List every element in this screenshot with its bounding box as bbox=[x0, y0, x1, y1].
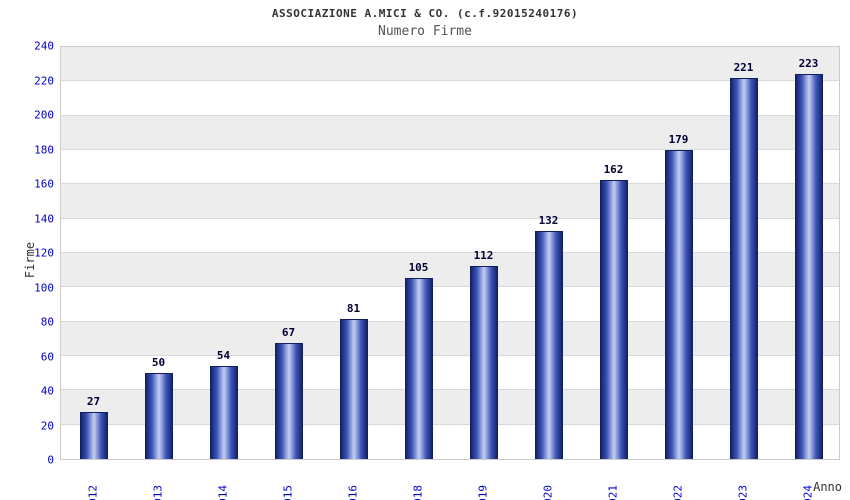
x-tick-label: 2012 bbox=[86, 485, 99, 500]
gridline bbox=[61, 80, 839, 82]
y-tick-label: 40 bbox=[40, 384, 54, 398]
x-tick-label: 2022 bbox=[671, 485, 684, 500]
x-tick-label: 2020 bbox=[541, 485, 554, 500]
y-tick-label: 200 bbox=[34, 108, 54, 122]
bar-value-label: 179 bbox=[668, 133, 689, 147]
x-tick-label: 2023 bbox=[736, 485, 749, 500]
bar-value-label: 162 bbox=[603, 162, 624, 176]
bar bbox=[469, 265, 498, 459]
plot-band bbox=[61, 218, 839, 253]
x-tick-label: 2016 bbox=[346, 485, 359, 500]
bar-value-label: 105 bbox=[408, 260, 429, 274]
y-tick-label: 80 bbox=[40, 315, 54, 329]
gridline bbox=[61, 286, 839, 288]
y-tick-label: 20 bbox=[40, 419, 54, 432]
y-tick-label: 140 bbox=[34, 212, 54, 225]
x-tick-label: 2024 bbox=[801, 485, 814, 500]
bar bbox=[534, 231, 563, 459]
chart-title: ASSOCIAZIONE A.MICI & CO. (c.f.920152401… bbox=[271, 7, 579, 20]
plot-band bbox=[61, 390, 839, 425]
bar-value-label: 132 bbox=[538, 214, 559, 228]
gridline bbox=[61, 252, 839, 253]
x-tick-label: 2019 bbox=[476, 485, 489, 500]
x-tick-label: 2014 bbox=[216, 485, 229, 500]
bar bbox=[404, 277, 433, 459]
bar-value-label: 221 bbox=[733, 60, 754, 74]
x-tick-label: 2015 bbox=[281, 485, 294, 500]
bar bbox=[664, 150, 693, 459]
gridline bbox=[61, 149, 839, 150]
x-axis-ticks: 2012 2013 2014 2015 2016 2018 2019 2020 2021 2022… bbox=[60, 462, 840, 500]
gridline bbox=[61, 423, 839, 425]
y-tick-label: 240 bbox=[34, 39, 54, 53]
plot-band bbox=[61, 81, 839, 116]
y-tick-label: 0 bbox=[47, 453, 54, 467]
plot-band bbox=[61, 253, 839, 288]
x-axis-label: Anno bbox=[813, 480, 842, 494]
bar-value-label: 67 bbox=[281, 326, 296, 340]
bar bbox=[339, 319, 368, 459]
y-tick-label: 220 bbox=[34, 74, 54, 87]
plot-band bbox=[61, 356, 839, 391]
bar bbox=[794, 74, 823, 459]
y-axis-ticks: 0 20 40 60 80 100 120 140 160 180 200 220 240 bbox=[0, 40, 54, 467]
bar bbox=[209, 365, 238, 459]
plot-band bbox=[61, 321, 839, 356]
gridline bbox=[61, 183, 839, 185]
gridline bbox=[61, 114, 839, 116]
y-tick-label: 100 bbox=[34, 281, 54, 294]
plot-band bbox=[61, 115, 839, 150]
gridline bbox=[61, 320, 839, 322]
y-tick-label: 160 bbox=[34, 177, 54, 191]
bar bbox=[274, 343, 303, 459]
plot-band bbox=[61, 424, 839, 459]
y-tick-label: 180 bbox=[34, 143, 54, 156]
chart-subtitle: Numero Firme bbox=[378, 24, 472, 39]
y-tick-label: 60 bbox=[40, 350, 54, 363]
bar-value-label: 54 bbox=[216, 348, 231, 362]
bar-value-label: 112 bbox=[473, 248, 494, 262]
x-tick-label: 2021 bbox=[606, 485, 619, 500]
gridline bbox=[61, 355, 839, 356]
bar-value-label: 81 bbox=[346, 302, 361, 316]
bar-value-label: 50 bbox=[151, 355, 166, 369]
bar bbox=[79, 412, 108, 459]
gridline bbox=[61, 217, 839, 219]
bar bbox=[599, 179, 628, 459]
y-tick-label: 120 bbox=[34, 246, 54, 260]
bar-value-label: 27 bbox=[86, 395, 101, 409]
bar-value-label: 223 bbox=[798, 57, 819, 71]
plot-band bbox=[61, 184, 839, 219]
x-tick-label: 2018 bbox=[411, 485, 424, 500]
bar bbox=[729, 77, 758, 459]
x-tick-label: 2013 bbox=[151, 485, 164, 500]
gridline bbox=[61, 389, 839, 391]
plot-area: 27 50 54 67 81 105 112 132 162 179 221 223 bbox=[60, 46, 840, 460]
plot-band bbox=[61, 47, 839, 82]
plot-band bbox=[61, 150, 839, 185]
plot-band bbox=[61, 287, 839, 322]
bar bbox=[144, 372, 173, 459]
